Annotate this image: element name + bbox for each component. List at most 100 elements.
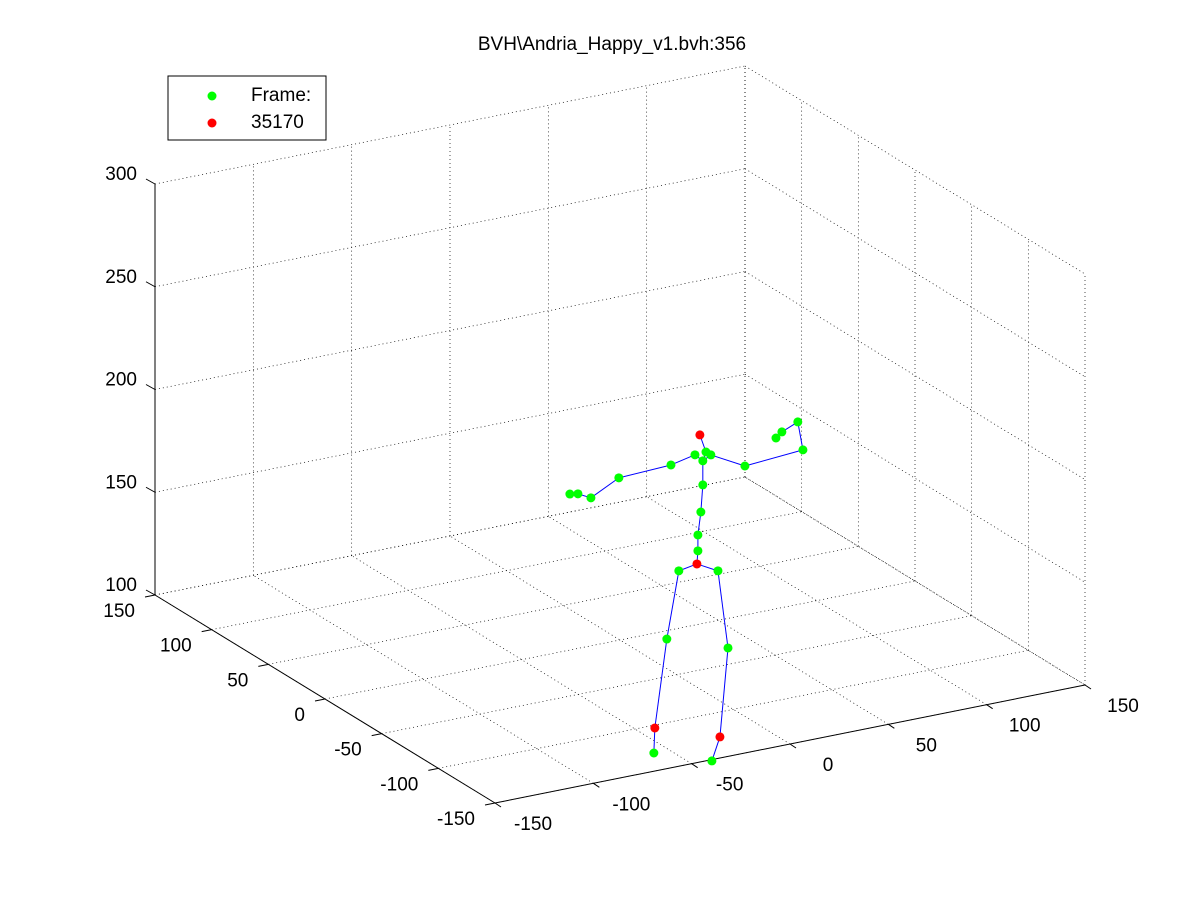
z-tick <box>145 384 156 390</box>
y-tick-label: -100 <box>380 774 418 795</box>
legend-label: Frame: <box>251 85 311 106</box>
y-tick <box>484 802 496 806</box>
bone <box>710 454 746 467</box>
grid-line <box>211 511 802 631</box>
point <box>695 430 705 440</box>
point <box>573 489 583 499</box>
bone <box>618 464 672 479</box>
point <box>777 427 787 437</box>
x-tick <box>1084 684 1092 690</box>
point <box>690 450 700 460</box>
point <box>565 489 575 499</box>
point <box>586 493 596 503</box>
x-tick-label: -50 <box>716 775 743 796</box>
point <box>693 546 703 556</box>
grid-line <box>154 168 746 288</box>
point <box>662 634 672 644</box>
grid-line <box>744 373 1086 583</box>
x-tick <box>593 782 600 788</box>
y-tick <box>314 698 326 702</box>
y-tick <box>428 767 439 771</box>
z-tick-label: 150 <box>105 472 137 493</box>
bone <box>744 449 804 467</box>
point <box>706 450 716 460</box>
grid-line <box>268 545 859 665</box>
point <box>793 417 803 427</box>
bone <box>719 647 729 737</box>
bone <box>654 638 668 729</box>
x-tick-label: -100 <box>612 794 650 815</box>
x-tick <box>986 704 993 710</box>
y-tick-label: -150 <box>437 809 475 830</box>
z-tick <box>145 589 156 596</box>
grid-line <box>744 168 1086 378</box>
y-tick <box>144 594 156 598</box>
legend-box <box>167 75 327 141</box>
bone <box>797 421 804 450</box>
z-tick-label: 100 <box>105 575 137 596</box>
grid-line <box>154 65 746 185</box>
legend-marker <box>207 91 217 101</box>
z-tick <box>145 178 156 185</box>
grid-line <box>744 65 1086 275</box>
x-tick <box>691 763 698 769</box>
x-tick-label: 100 <box>1009 716 1041 737</box>
z-tick-label: 200 <box>105 370 137 391</box>
x-tick-label: 50 <box>916 735 937 756</box>
z-tick <box>145 281 156 288</box>
point <box>698 456 708 466</box>
bone <box>666 570 680 640</box>
point <box>698 480 708 490</box>
point <box>707 756 717 766</box>
point <box>692 559 702 569</box>
chart-title: BVH\Andria_Happy_v1.bvh:356 <box>478 34 746 55</box>
x-tick <box>888 723 895 729</box>
grid-line <box>154 476 746 596</box>
point <box>614 473 624 483</box>
y-tick <box>201 629 212 633</box>
grid-line <box>324 580 916 700</box>
y-tick-label: 0 <box>294 705 305 726</box>
point <box>798 445 808 455</box>
grid-line <box>646 496 987 705</box>
grid-line <box>381 615 972 735</box>
z-tick-label: 250 <box>105 267 137 288</box>
point <box>715 732 725 742</box>
point <box>723 643 733 653</box>
grid-line <box>548 516 889 725</box>
point <box>666 460 676 470</box>
y-tick-label: 100 <box>160 636 192 657</box>
legend-label: 35170 <box>251 112 304 133</box>
legend-marker <box>207 118 217 128</box>
bone <box>700 484 704 513</box>
point <box>771 433 781 443</box>
point <box>740 461 750 471</box>
z-tick <box>145 486 156 493</box>
z-tick-label: 300 <box>105 164 137 185</box>
x-tick-label: 150 <box>1107 696 1139 717</box>
y-tick <box>371 733 382 737</box>
y-tick-label: -50 <box>334 740 361 761</box>
grid-line <box>744 271 1086 480</box>
bone <box>717 570 729 649</box>
x-tick-label: -150 <box>514 814 552 835</box>
grid-line <box>438 649 1029 769</box>
x-tick-label: 0 <box>823 755 834 776</box>
point <box>693 530 703 540</box>
bone <box>590 477 620 499</box>
point <box>713 566 723 576</box>
grid-line <box>154 271 746 390</box>
x-tick <box>494 802 502 808</box>
point <box>650 723 660 733</box>
y-tick-label: 50 <box>227 670 248 691</box>
x-tick <box>789 743 797 749</box>
point <box>674 566 684 576</box>
grid-line <box>154 373 746 493</box>
y-tick <box>258 663 269 667</box>
point <box>649 748 659 758</box>
grid-line <box>744 476 1086 686</box>
point <box>696 507 706 517</box>
y-tick-label: 150 <box>103 601 135 622</box>
